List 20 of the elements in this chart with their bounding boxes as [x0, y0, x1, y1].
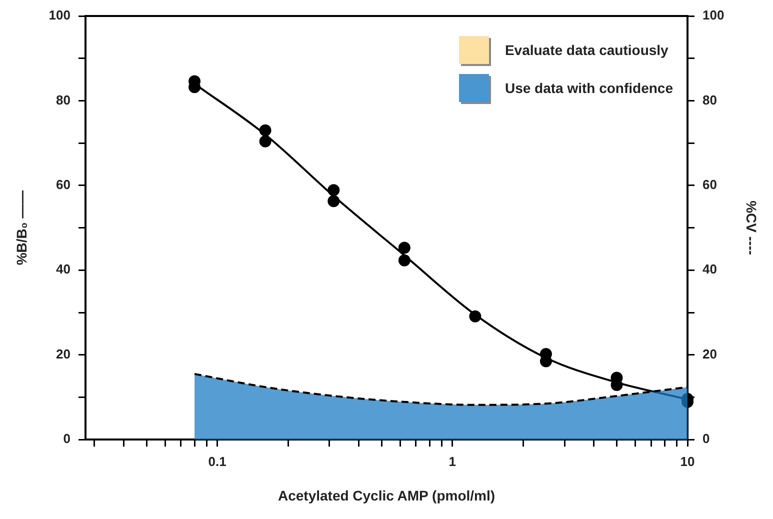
y-tick-label: 100: [48, 8, 70, 23]
y-tick-label: 80: [56, 92, 70, 108]
x-axis-title: Acetylated Cyclic AMP (pmol/ml): [278, 487, 496, 504]
y-tick-label: 60: [56, 177, 70, 192]
y-axis-title: %B/B₀ ——: [13, 190, 30, 266]
y2-tick-label: 20: [702, 346, 717, 362]
y2-tick-label: 100: [702, 8, 724, 23]
legend-label: Evaluate data cautiously: [504, 42, 668, 58]
y-tick-label: 20: [56, 346, 70, 362]
y2-tick-label: 60: [702, 177, 717, 192]
y-tick-label: 0: [63, 431, 70, 446]
y-tick-label: 40: [56, 262, 70, 277]
legend-label: Use data with confidence: [504, 80, 673, 96]
x-tick-label: 0.1: [208, 454, 226, 469]
y2-tick-label: 0: [702, 431, 710, 446]
x-tick-label: 1: [448, 454, 456, 469]
y2-axis-title: %CV ----: [744, 200, 760, 256]
y2-tick-label: 40: [702, 262, 717, 277]
y2-tick-label: 80: [702, 92, 717, 108]
x-tick-label: 10: [680, 454, 695, 469]
